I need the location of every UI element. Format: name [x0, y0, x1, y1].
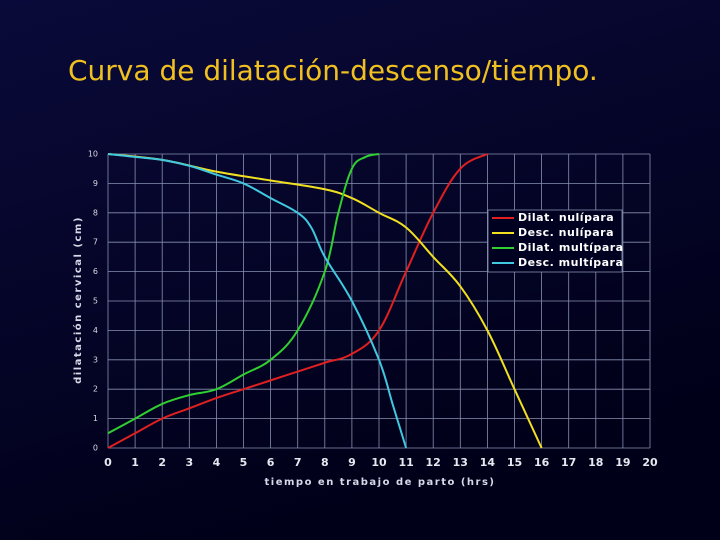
x-tick-label: 12: [426, 456, 441, 469]
x-tick-label: 7: [294, 456, 302, 469]
y-axis-label: dilatación cervical (cm): [72, 216, 84, 384]
y-tick-label: 6: [93, 267, 98, 276]
y-tick-label: 1: [93, 414, 98, 423]
grid: 0 1 2 3 4 5 6 7 8 9 10 11 12 13 14 15 16 17 18 19 2001234567…: [88, 150, 658, 470]
y-tick-label: 9: [93, 179, 98, 188]
legend-box: [487, 209, 623, 273]
x-tick-label: 19: [615, 456, 630, 469]
data-line: [107, 153, 380, 435]
x-axis-label: tiempo en trabajo de parto (hrs): [265, 477, 496, 488]
x-tick-label: 0: [104, 456, 112, 469]
x-tick-label: 1: [131, 456, 139, 469]
x-tick-label: 13: [453, 456, 468, 469]
x-tick-label: 20: [642, 456, 658, 469]
x-tick-label: 6: [267, 456, 275, 469]
y-tick-label: 7: [93, 238, 98, 247]
y-tick-label: 3: [93, 355, 98, 364]
legend-label: Desc. nulípara: [518, 226, 614, 239]
x-tick-label: 2: [158, 456, 166, 469]
x-tick-label: 3: [185, 456, 193, 469]
y-tick-label: 8: [93, 208, 98, 217]
x-tick-label: 8: [321, 456, 329, 469]
x-tick-label: 17: [561, 456, 576, 469]
x-tick-label: 15: [507, 456, 522, 469]
y-tick-label: 5: [93, 297, 98, 306]
x-tick-label: 10: [371, 456, 387, 469]
data-line: [107, 153, 408, 449]
data-line: [107, 153, 543, 449]
lines: [107, 153, 543, 449]
x-tick-label: 18: [588, 456, 603, 469]
legend: Dilat. nulípara Desc. nulípara Dilat. mult…: [487, 209, 624, 273]
legend-label: Desc. multípara: [518, 256, 623, 269]
y-tick-label: 2: [93, 385, 98, 394]
x-tick-label: 9: [348, 456, 356, 469]
y-tick-label: 4: [93, 326, 98, 335]
data-line: [107, 153, 488, 449]
chart-title: Curva de dilatación-descenso/tiempo.: [68, 54, 598, 87]
legend-label: Dilat. multípara: [518, 241, 624, 254]
x-tick-label: 16: [534, 456, 550, 469]
legend-label: Dilat. nulípara: [518, 211, 614, 224]
y-tick-label: 10: [88, 150, 98, 159]
x-tick-label: 4: [213, 456, 221, 469]
x-tick-label: 5: [240, 456, 248, 469]
y-tick-label: 0: [93, 444, 98, 453]
x-tick-label: 14: [480, 456, 496, 469]
x-tick-label: 11: [398, 456, 413, 469]
